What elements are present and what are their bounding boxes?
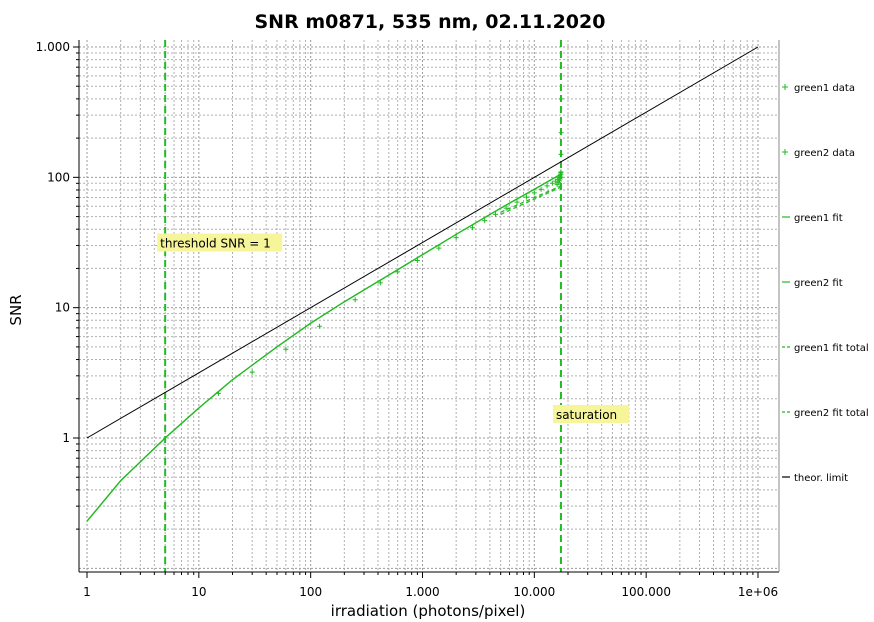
annotation-highlight xyxy=(552,404,629,423)
data-point xyxy=(523,194,529,200)
series-line xyxy=(86,46,759,439)
data-point xyxy=(493,211,499,217)
legend: green1 data green2 data green1 fit green2 f… xyxy=(782,83,869,484)
grid xyxy=(79,40,779,572)
data-point xyxy=(514,199,520,205)
chart-title: SNR m0871, 535 nm, 02.11.2020 xyxy=(255,11,606,33)
series-3 xyxy=(86,173,562,522)
data-point xyxy=(249,369,255,375)
series-1 xyxy=(554,130,564,188)
data-point xyxy=(558,96,564,102)
annotation-label: threshold SNR = 1 xyxy=(160,236,271,250)
x-axis-label: irradiation (photons/pixel) xyxy=(331,602,526,620)
data-point xyxy=(549,180,555,186)
series-0 xyxy=(216,96,564,396)
series-line xyxy=(500,185,562,213)
data-point xyxy=(482,218,488,224)
data-point xyxy=(317,323,323,329)
series-layer xyxy=(86,46,759,522)
x-tick-label: 1.000 xyxy=(405,585,439,599)
data-point xyxy=(352,297,358,303)
series-line xyxy=(500,186,562,215)
legend-label: green2 fit total xyxy=(794,408,869,419)
data-point xyxy=(377,280,383,286)
series-5 xyxy=(500,186,562,215)
data-point xyxy=(503,205,509,211)
data-point xyxy=(538,186,544,192)
y-tick-label: 100 xyxy=(47,170,70,184)
x-tick-label: 100.000 xyxy=(621,585,671,599)
axes: 1 10 100 1.000 10.000 100.000 1e+06 1 10 100 1.000 xyxy=(36,40,780,599)
x-tick-label: 100 xyxy=(299,585,322,599)
data-point xyxy=(414,258,420,264)
series-6 xyxy=(86,46,759,439)
data-point xyxy=(453,235,459,241)
data-point xyxy=(436,245,442,251)
reference-lines: threshold SNR = 1 saturation xyxy=(157,40,629,572)
y-tick-label: 1.000 xyxy=(36,40,70,54)
data-point xyxy=(544,183,550,189)
series-line xyxy=(86,173,562,522)
x-tick-label: 10 xyxy=(191,585,206,599)
data-point xyxy=(283,346,289,352)
data-point xyxy=(531,190,537,196)
series-4 xyxy=(500,185,562,213)
y-axis-label: SNR xyxy=(7,294,25,325)
data-point xyxy=(470,225,476,231)
legend-label: green1 data xyxy=(794,83,855,94)
y-tick-label: 10 xyxy=(55,301,70,315)
legend-label: green2 data xyxy=(794,148,855,159)
legend-label: green1 fit total xyxy=(794,343,869,354)
data-point xyxy=(557,174,563,180)
x-tick-label: 1e+06 xyxy=(738,585,778,599)
legend-marker xyxy=(782,84,788,90)
data-point xyxy=(558,151,564,157)
annotation-label: saturation xyxy=(556,408,617,422)
legend-marker xyxy=(782,149,788,155)
legend-label: green2 fit xyxy=(794,278,843,289)
y-tick-label: 1 xyxy=(62,431,70,445)
data-point xyxy=(558,130,564,136)
annotation-highlight xyxy=(157,233,283,252)
x-tick-label: 1 xyxy=(83,585,91,599)
legend-label: theor. limit xyxy=(794,473,848,484)
x-tick-label: 10.000 xyxy=(513,585,555,599)
legend-label: green1 fit xyxy=(794,213,843,224)
